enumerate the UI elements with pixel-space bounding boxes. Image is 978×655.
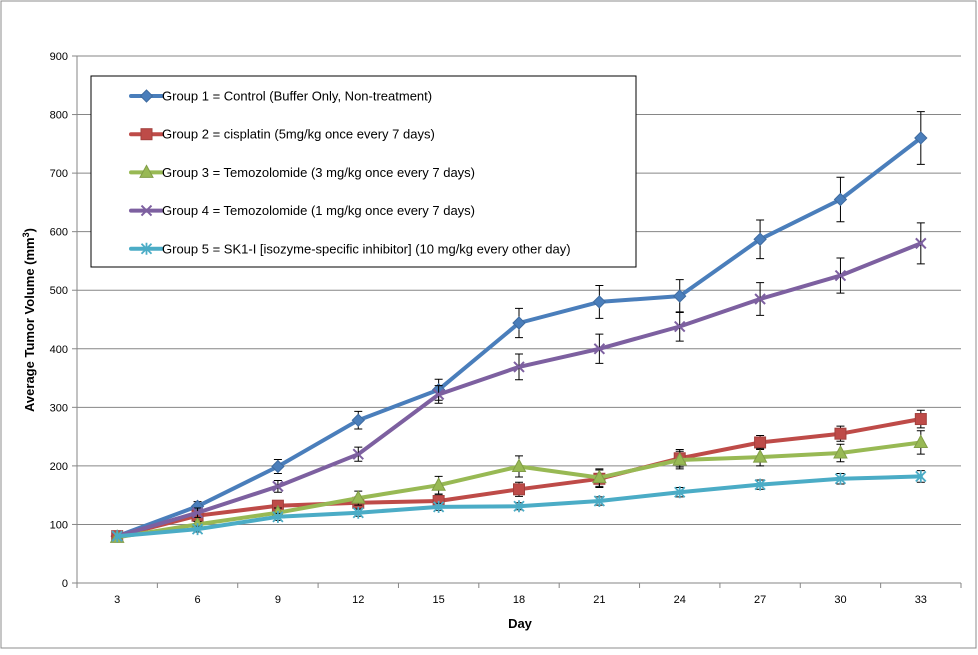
y-axis-title: Average Tumor Volume (mm3) bbox=[21, 228, 37, 412]
y-axis-title-close: ) bbox=[22, 228, 37, 232]
data-point-marker bbox=[834, 269, 847, 282]
data-point-marker bbox=[350, 490, 366, 504]
x-tick-labels: 3 6 9 12 15 18 21 24 27 30 33 bbox=[114, 594, 927, 606]
data-point-marker bbox=[140, 204, 153, 217]
legend-box bbox=[90, 75, 637, 268]
data-point-marker bbox=[513, 483, 525, 496]
data-point-marker bbox=[431, 477, 446, 491]
y-axis-title-superscript: 3 bbox=[21, 232, 31, 237]
data-point-marker bbox=[674, 320, 686, 333]
x-tick-label: 3 bbox=[114, 594, 120, 606]
data-point-marker bbox=[833, 192, 848, 207]
data-point-marker bbox=[352, 448, 364, 460]
series-4 bbox=[111, 222, 927, 542]
data-point-marker bbox=[512, 316, 526, 330]
y-tick-labels: 0 100 200 300 400 500 600 700 800 900 bbox=[50, 51, 68, 590]
legend-label: Group 5 = SK1-I [isozyme-specific inhibi… bbox=[162, 241, 571, 256]
x-tick-label: 9 bbox=[275, 594, 281, 606]
x-tick-label: 15 bbox=[433, 594, 445, 606]
y-axis-title-main: Average Tumor Volume (mm bbox=[22, 237, 37, 412]
legend-label: Group 3 = Temozolomide (3 mg/kg once eve… bbox=[162, 165, 475, 180]
data-point-marker bbox=[111, 530, 123, 543]
x-tick-label: 12 bbox=[352, 594, 364, 606]
y-tick-label: 200 bbox=[50, 461, 68, 473]
x-axis-title: Day bbox=[508, 616, 533, 631]
data-point-marker bbox=[140, 128, 153, 141]
data-point-marker bbox=[833, 444, 848, 459]
series-1 bbox=[110, 111, 928, 543]
series-5 bbox=[111, 470, 927, 543]
data-point-marker bbox=[513, 500, 525, 513]
series-group bbox=[109, 111, 929, 543]
x-tick-label: 24 bbox=[674, 594, 686, 606]
y-tick-label: 900 bbox=[50, 51, 68, 63]
data-point-marker bbox=[191, 523, 204, 536]
x-tick-label: 18 bbox=[513, 594, 525, 606]
x-tick-label: 30 bbox=[834, 594, 846, 606]
data-point-marker bbox=[593, 343, 606, 355]
legend-item-2: Group 2 = cisplatin (5mg/kg once every 7… bbox=[129, 127, 435, 142]
data-point-marker bbox=[140, 242, 153, 255]
data-point-marker bbox=[139, 164, 154, 178]
data-point-marker bbox=[753, 232, 767, 246]
data-point-marker bbox=[592, 469, 607, 484]
data-point-marker bbox=[913, 434, 929, 448]
data-point-marker bbox=[915, 470, 927, 483]
y-tick-label: 500 bbox=[50, 285, 68, 297]
legend-label: Group 2 = cisplatin (5mg/kg once every 7… bbox=[162, 127, 435, 142]
data-point-marker bbox=[272, 480, 284, 493]
data-point-marker bbox=[191, 507, 204, 519]
data-point-marker bbox=[513, 361, 525, 373]
data-point-marker bbox=[834, 472, 847, 485]
legend: Group 1 = Control (Buffer Only, Non-trea… bbox=[90, 75, 637, 268]
x-tick-label: 27 bbox=[754, 594, 766, 606]
legend-item-3: Group 3 = Temozolomide (3 mg/kg once eve… bbox=[129, 164, 475, 180]
data-point-marker bbox=[352, 506, 364, 519]
data-point-marker bbox=[672, 451, 688, 466]
data-point-marker bbox=[914, 413, 927, 426]
legend-label: Group 4 = Temozolomide (1 mg/kg once eve… bbox=[162, 203, 475, 218]
x-tick-label: 6 bbox=[194, 594, 200, 606]
data-point-marker bbox=[754, 478, 766, 491]
data-point-marker bbox=[915, 237, 927, 250]
data-point-marker bbox=[593, 495, 606, 508]
data-point-marker bbox=[272, 510, 284, 523]
axes bbox=[72, 55, 962, 588]
legend-item-1: Group 1 = Control (Buffer Only, Non-trea… bbox=[129, 89, 432, 104]
y-tick-label: 0 bbox=[62, 578, 68, 590]
data-point-marker bbox=[351, 413, 365, 427]
data-point-marker bbox=[914, 131, 928, 145]
y-tick-label: 400 bbox=[50, 344, 68, 356]
y-tick-label: 100 bbox=[50, 519, 68, 531]
data-point-marker bbox=[752, 449, 768, 463]
data-point-marker bbox=[592, 295, 607, 309]
y-tick-label: 800 bbox=[50, 110, 68, 122]
data-point-marker bbox=[511, 458, 527, 472]
data-point-marker bbox=[271, 459, 285, 474]
data-point-marker bbox=[834, 427, 847, 440]
x-tick-label: 33 bbox=[915, 594, 927, 606]
data-point-marker bbox=[674, 486, 686, 499]
legend-item-5: Group 5 = SK1-I [isozyme-specific inhibi… bbox=[129, 241, 571, 256]
legend-label: Group 1 = Control (Buffer Only, Non-trea… bbox=[162, 89, 432, 104]
x-tick-label: 21 bbox=[593, 594, 605, 606]
data-point-marker bbox=[432, 500, 445, 513]
y-tick-label: 600 bbox=[50, 227, 68, 239]
data-point-marker bbox=[673, 289, 687, 303]
y-tick-label: 300 bbox=[50, 402, 68, 414]
y-tick-label: 700 bbox=[50, 168, 68, 180]
data-point-marker bbox=[754, 293, 766, 305]
legend-item-4: Group 4 = Temozolomide (1 mg/kg once eve… bbox=[129, 203, 475, 218]
data-point-marker bbox=[139, 89, 154, 103]
data-point-marker bbox=[754, 436, 767, 449]
data-point-marker bbox=[432, 388, 445, 401]
